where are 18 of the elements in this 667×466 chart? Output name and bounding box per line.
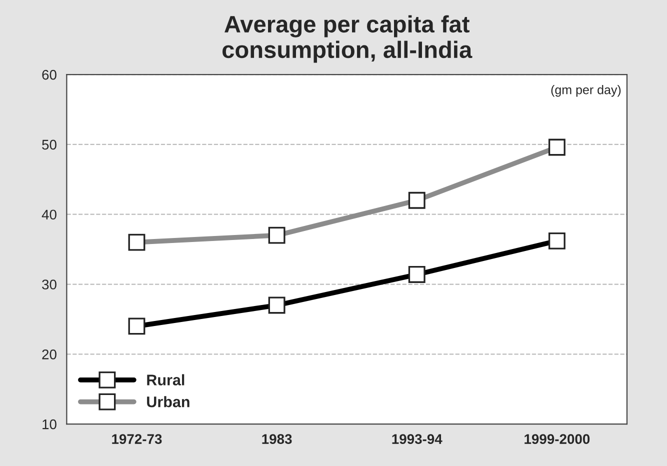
y-tick-label: 60 (42, 70, 56, 80)
point (408, 266, 426, 283)
y-tick-label: 10 (42, 419, 56, 430)
x-tick-label: 1999-2000 (524, 434, 590, 444)
point (548, 232, 566, 250)
y-tick-label: 50 (42, 140, 56, 150)
chart-title: Average per capita fat consumption, all-India (222, 15, 472, 63)
y-tick-label: 30 (42, 280, 56, 290)
y-tick-label: 40 (42, 210, 56, 220)
legend-label: Rural (147, 374, 184, 386)
x-tick-label: 1972-73 (112, 434, 162, 444)
y-tick-label: 20 (42, 349, 56, 360)
point (268, 296, 286, 314)
x-tick-label: 1983 (262, 434, 292, 444)
x-tick-label: 1993-94 (392, 434, 442, 444)
point (128, 318, 146, 335)
annotation: (gm per day) (551, 85, 621, 97)
legend-label: Urban (147, 396, 190, 408)
